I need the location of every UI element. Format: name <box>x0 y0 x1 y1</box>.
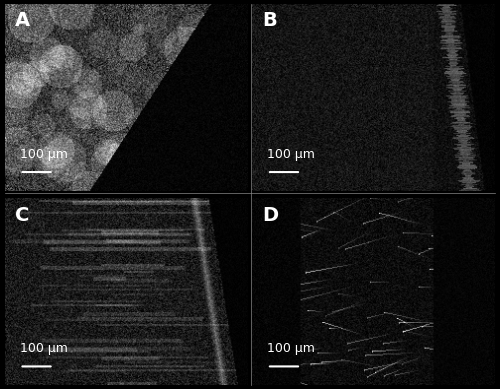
Text: 100 μm: 100 μm <box>267 342 315 355</box>
Text: 100 μm: 100 μm <box>20 148 68 161</box>
Text: A: A <box>14 11 30 30</box>
Text: 100 μm: 100 μm <box>267 148 315 161</box>
Text: 100 μm: 100 μm <box>20 342 68 355</box>
Text: C: C <box>14 206 29 225</box>
Text: B: B <box>262 11 277 30</box>
Text: D: D <box>262 206 278 225</box>
